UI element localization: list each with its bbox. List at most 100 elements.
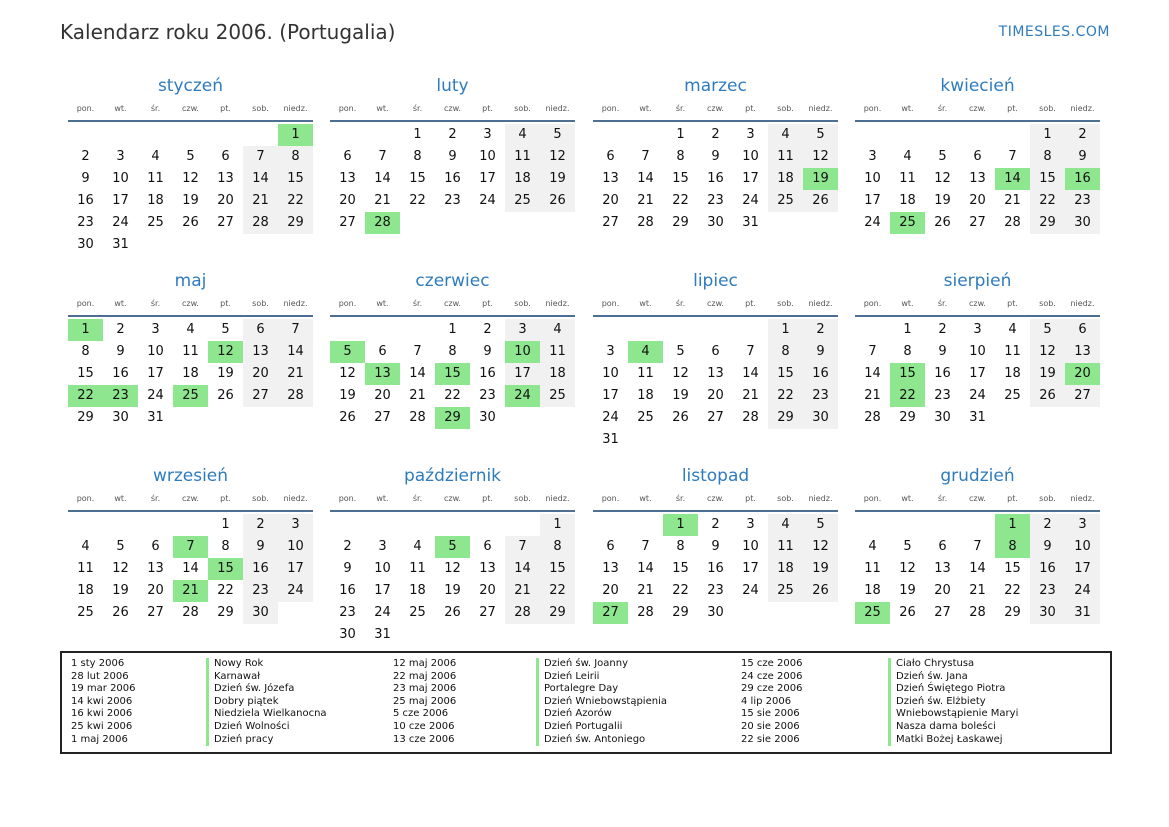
day-cell[interactable]: 27	[1065, 385, 1100, 407]
day-cell[interactable]: 23	[707, 193, 724, 208]
day-cell[interactable]: 14	[637, 561, 654, 576]
holiday-day-cell[interactable]: 29	[435, 407, 470, 429]
day-cell[interactable]: 11	[182, 344, 199, 359]
day-cell[interactable]: 25	[540, 385, 575, 407]
day-cell[interactable]: 3	[151, 322, 160, 337]
day-cell[interactable]: 26	[540, 190, 575, 212]
day-cell[interactable]: 1	[903, 322, 912, 337]
day-cell[interactable]: 16	[243, 558, 278, 580]
day-cell[interactable]: 24	[479, 193, 496, 208]
day-cell[interactable]: 28	[1004, 215, 1021, 230]
day-cell[interactable]: 7	[641, 539, 650, 554]
day-cell[interactable]: 30	[243, 602, 278, 624]
day-cell[interactable]: 16	[77, 193, 94, 208]
day-cell[interactable]: 30	[1030, 602, 1065, 624]
day-cell[interactable]: 18	[1004, 366, 1021, 381]
day-cell[interactable]: 12	[540, 146, 575, 168]
day-cell[interactable]: 25	[768, 190, 803, 212]
day-cell[interactable]: 29	[217, 605, 234, 620]
day-cell[interactable]: 21	[409, 388, 426, 403]
day-cell[interactable]: 12	[672, 366, 689, 381]
holiday-day-cell[interactable]: 1	[278, 124, 313, 146]
day-cell[interactable]: 31	[1065, 602, 1100, 624]
day-cell[interactable]: 9	[711, 149, 720, 164]
day-cell[interactable]: 4	[903, 149, 912, 164]
day-cell[interactable]: 22	[768, 385, 803, 407]
day-cell[interactable]: 20	[934, 583, 951, 598]
day-cell[interactable]: 27	[339, 215, 356, 230]
day-cell[interactable]: 18	[637, 388, 654, 403]
day-cell[interactable]: 13	[479, 561, 496, 576]
day-cell[interactable]: 3	[606, 344, 615, 359]
day-cell[interactable]: 10	[147, 344, 164, 359]
holiday-day-cell[interactable]: 24	[505, 385, 540, 407]
day-cell[interactable]: 22	[672, 583, 689, 598]
day-cell[interactable]: 19	[444, 583, 461, 598]
holiday-day-cell[interactable]: 15	[435, 363, 470, 385]
day-cell[interactable]: 9	[81, 171, 90, 186]
day-cell[interactable]: 24	[1065, 580, 1100, 602]
day-cell[interactable]: 7	[278, 319, 313, 341]
holiday-day-cell[interactable]: 16	[1065, 168, 1100, 190]
day-cell[interactable]: 24	[374, 605, 391, 620]
day-cell[interactable]: 4	[768, 124, 803, 146]
holiday-day-cell[interactable]: 22	[68, 385, 103, 407]
day-cell[interactable]: 5	[903, 539, 912, 554]
day-cell[interactable]: 17	[742, 561, 759, 576]
day-cell[interactable]: 14	[864, 366, 881, 381]
day-cell[interactable]: 10	[969, 344, 986, 359]
day-cell[interactable]: 5	[221, 322, 230, 337]
day-cell[interactable]: 15	[409, 171, 426, 186]
day-cell[interactable]: 2	[343, 539, 352, 554]
day-cell[interactable]: 26	[899, 605, 916, 620]
day-cell[interactable]: 4	[413, 539, 422, 554]
day-cell[interactable]: 10	[602, 366, 619, 381]
day-cell[interactable]: 6	[151, 539, 160, 554]
day-cell[interactable]: 23	[479, 388, 496, 403]
day-cell[interactable]: 31	[742, 215, 759, 230]
day-cell[interactable]: 9	[938, 344, 947, 359]
day-cell[interactable]: 14	[243, 168, 278, 190]
day-cell[interactable]: 26	[444, 605, 461, 620]
day-cell[interactable]: 28	[864, 410, 881, 425]
day-cell[interactable]: 27	[243, 385, 278, 407]
day-cell[interactable]: 7	[746, 344, 755, 359]
day-cell[interactable]: 29	[899, 410, 916, 425]
day-cell[interactable]: 1	[540, 514, 575, 536]
day-cell[interactable]: 20	[147, 583, 164, 598]
day-cell[interactable]: 19	[672, 388, 689, 403]
day-cell[interactable]: 30	[707, 215, 724, 230]
day-cell[interactable]: 10	[1065, 536, 1100, 558]
day-cell[interactable]: 22	[672, 193, 689, 208]
day-cell[interactable]: 2	[803, 319, 838, 341]
day-cell[interactable]: 29	[77, 410, 94, 425]
day-cell[interactable]: 20	[243, 363, 278, 385]
day-cell[interactable]: 14	[742, 366, 759, 381]
day-cell[interactable]: 21	[278, 363, 313, 385]
day-cell[interactable]: 9	[803, 341, 838, 363]
day-cell[interactable]: 17	[602, 388, 619, 403]
day-cell[interactable]: 2	[711, 127, 720, 142]
day-cell[interactable]: 17	[969, 366, 986, 381]
day-cell[interactable]: 6	[711, 344, 720, 359]
day-cell[interactable]: 27	[707, 410, 724, 425]
day-cell[interactable]: 29	[672, 215, 689, 230]
day-cell[interactable]: 15	[672, 561, 689, 576]
day-cell[interactable]: 20	[602, 583, 619, 598]
day-cell[interactable]: 2	[938, 322, 947, 337]
day-cell[interactable]: 15	[278, 168, 313, 190]
day-cell[interactable]: 26	[1030, 385, 1065, 407]
holiday-day-cell[interactable]: 20	[1065, 363, 1100, 385]
day-cell[interactable]: 20	[217, 193, 234, 208]
day-cell[interactable]: 17	[147, 366, 164, 381]
day-cell[interactable]: 3	[868, 149, 877, 164]
day-cell[interactable]: 17	[278, 558, 313, 580]
day-cell[interactable]: 28	[182, 605, 199, 620]
day-cell[interactable]: 29	[1030, 212, 1065, 234]
day-cell[interactable]: 2	[116, 322, 125, 337]
day-cell[interactable]: 3	[1065, 514, 1100, 536]
day-cell[interactable]: 21	[864, 388, 881, 403]
day-cell[interactable]: 13	[969, 171, 986, 186]
day-cell[interactable]: 8	[1030, 146, 1065, 168]
day-cell[interactable]: 4	[1008, 322, 1017, 337]
